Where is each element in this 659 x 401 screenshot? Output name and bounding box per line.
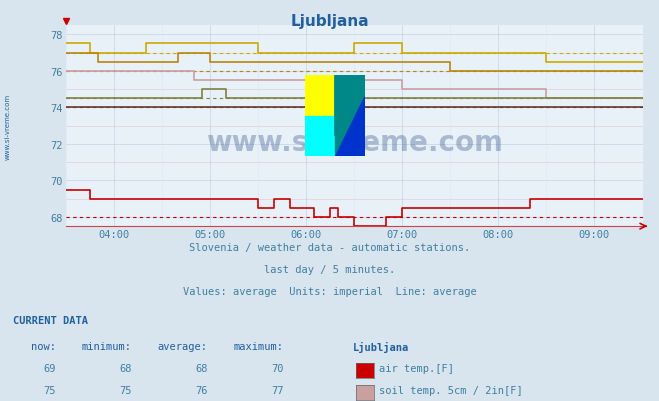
Text: maximum:: maximum:: [233, 341, 283, 351]
Text: CURRENT DATA: CURRENT DATA: [13, 315, 88, 325]
Text: soil temp. 5cm / 2in[F]: soil temp. 5cm / 2in[F]: [379, 385, 523, 395]
Polygon shape: [335, 96, 364, 156]
Text: Slovenia / weather data - automatic stations.: Slovenia / weather data - automatic stat…: [189, 243, 470, 253]
Text: 68: 68: [195, 363, 208, 373]
Text: 77: 77: [271, 385, 283, 395]
Text: Ljubljana: Ljubljana: [290, 14, 369, 29]
Polygon shape: [335, 76, 364, 136]
Text: 75: 75: [43, 385, 56, 395]
Text: 70: 70: [271, 363, 283, 373]
Text: 76: 76: [195, 385, 208, 395]
Text: www.si-vreme.com: www.si-vreme.com: [206, 128, 503, 156]
Text: minimum:: minimum:: [82, 341, 132, 351]
Text: 68: 68: [119, 363, 132, 373]
Text: now:: now:: [31, 341, 56, 351]
Text: 69: 69: [43, 363, 56, 373]
Text: Ljubljana: Ljubljana: [353, 341, 409, 352]
Bar: [305, 116, 335, 156]
Text: 75: 75: [119, 385, 132, 395]
Text: www.si-vreme.com: www.si-vreme.com: [5, 93, 11, 159]
Text: last day / 5 minutes.: last day / 5 minutes.: [264, 265, 395, 275]
Text: air temp.[F]: air temp.[F]: [379, 363, 454, 373]
Bar: [335, 76, 364, 156]
Bar: [305, 76, 335, 116]
Text: Values: average  Units: imperial  Line: average: Values: average Units: imperial Line: av…: [183, 287, 476, 297]
Text: average:: average:: [158, 341, 208, 351]
